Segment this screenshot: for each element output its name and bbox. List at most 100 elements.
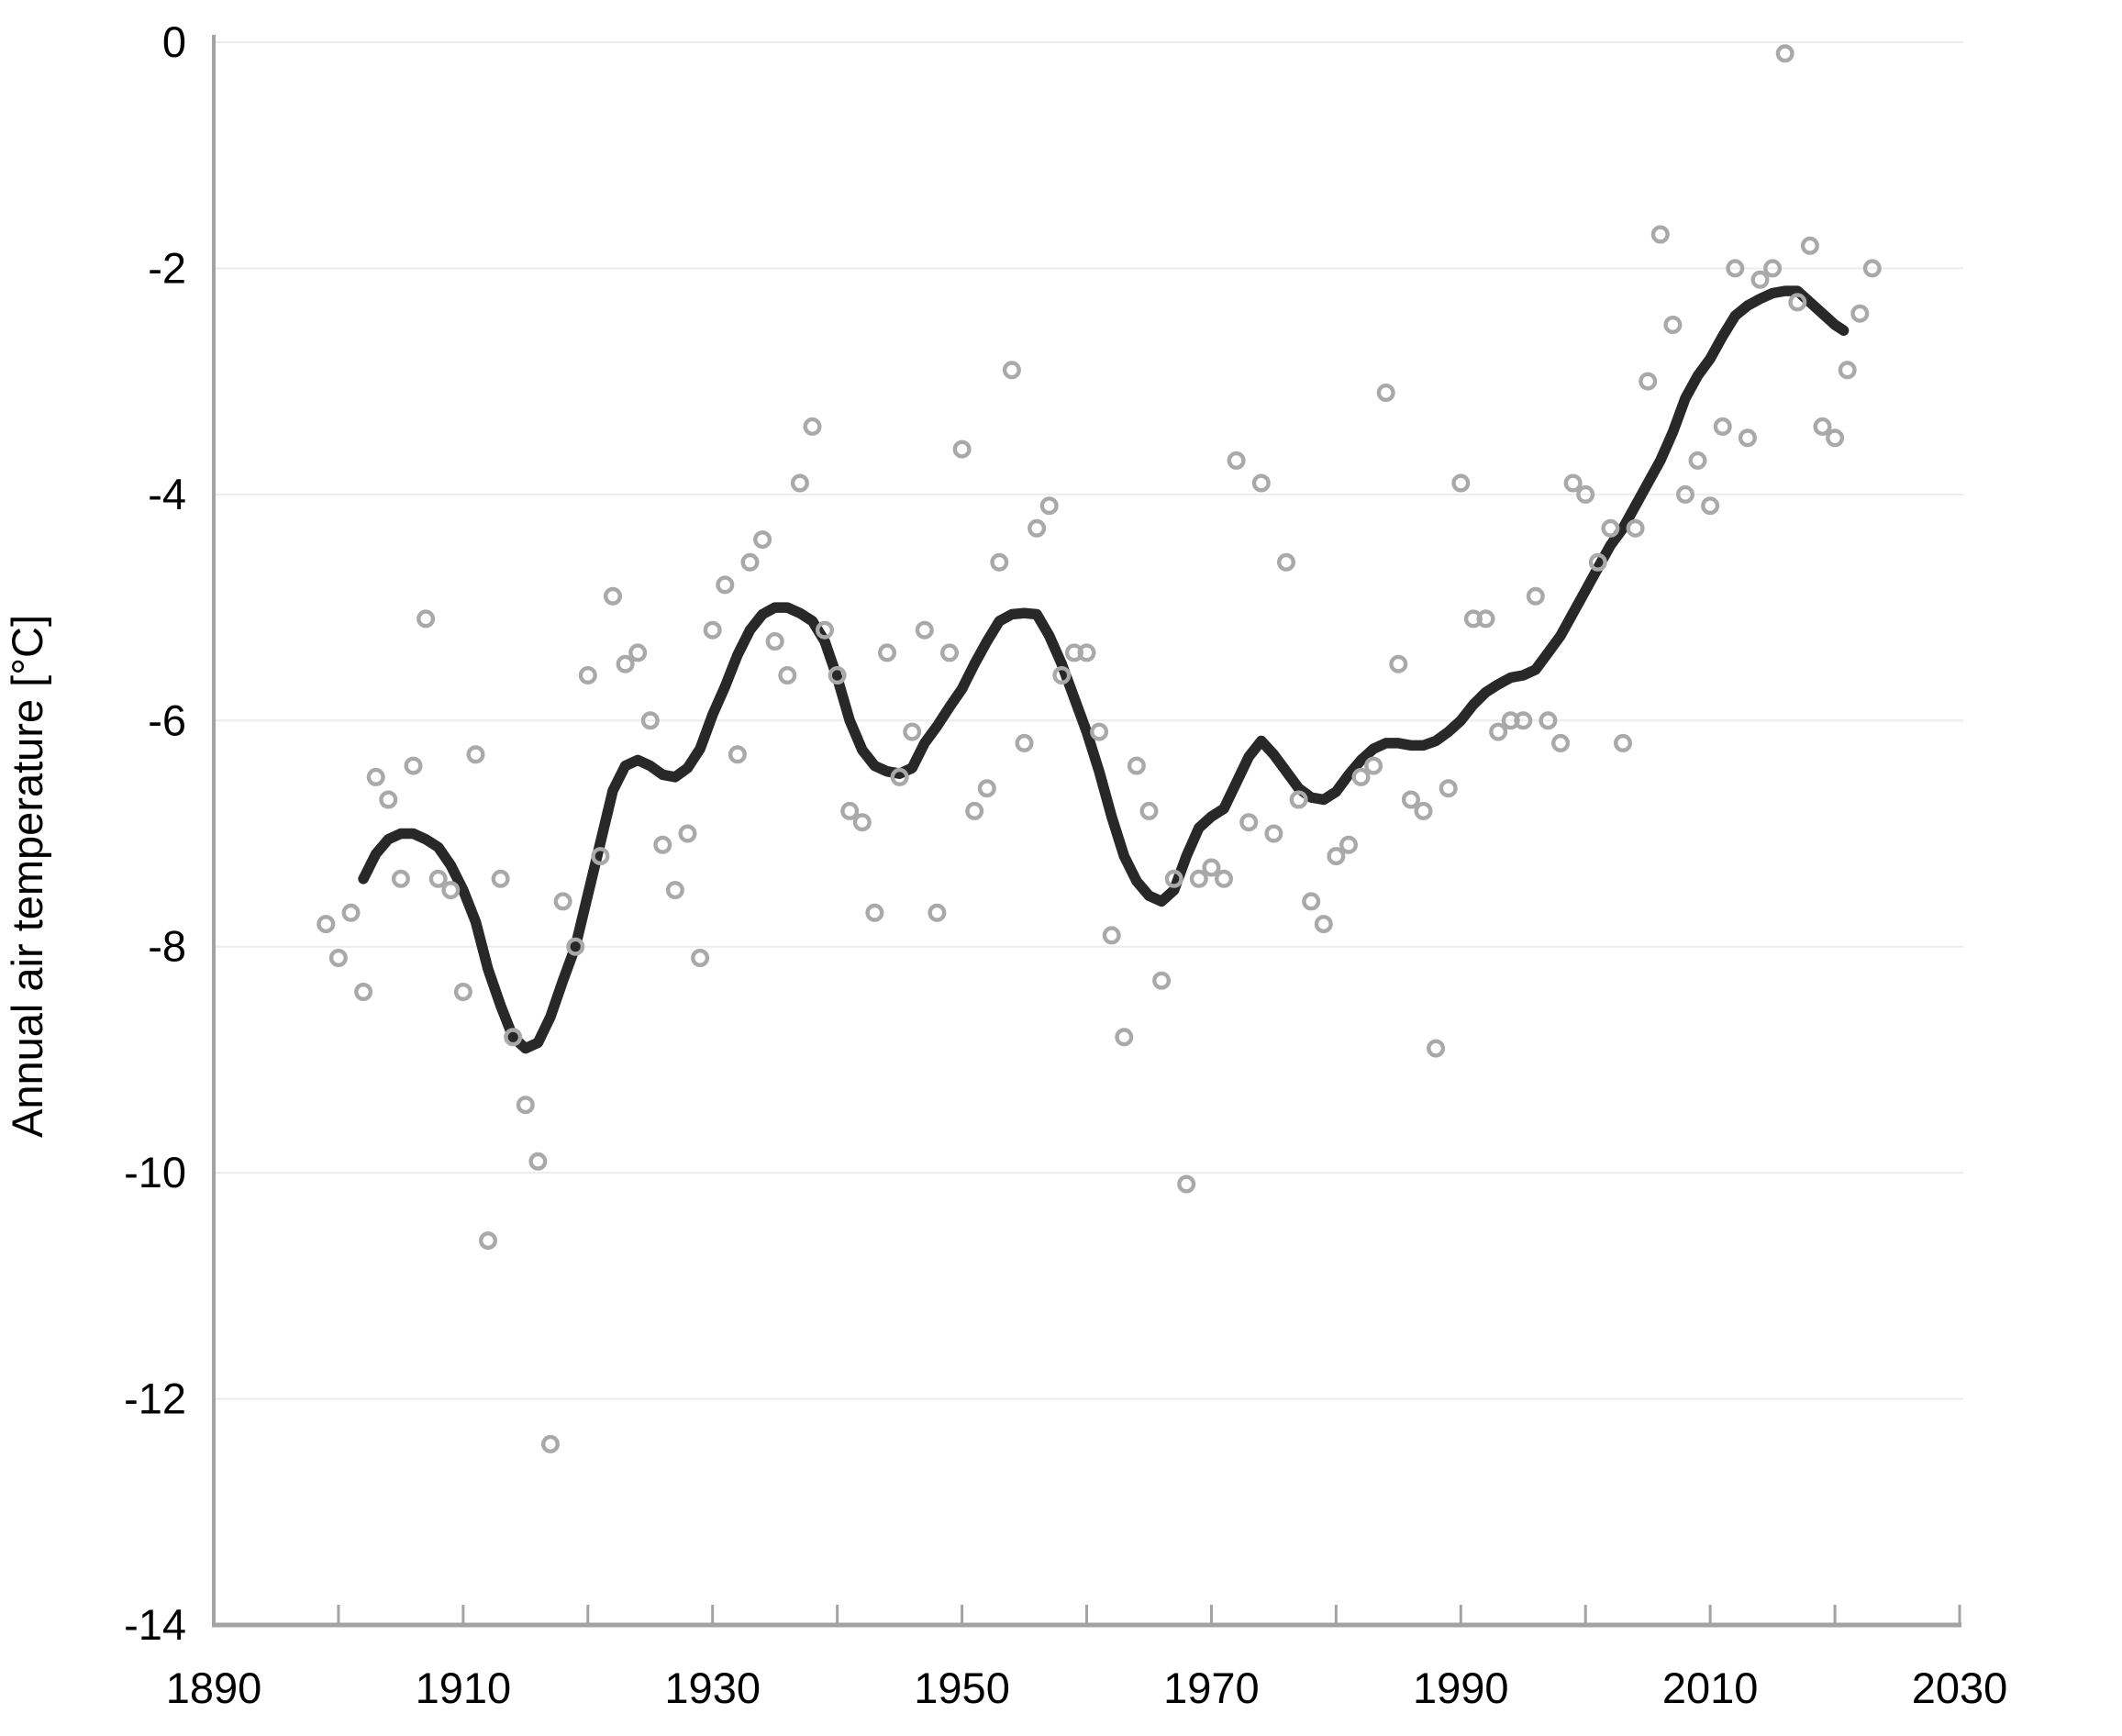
- scatter-point: [379, 790, 398, 809]
- scatter-point: [1139, 801, 1159, 820]
- scatter-point: [1489, 722, 1508, 741]
- scatter-point: [816, 620, 835, 640]
- scatter-point: [1514, 711, 1533, 730]
- scatter-point: [1289, 790, 1308, 809]
- scatter-point: [1613, 733, 1632, 752]
- scatter-point: [1813, 417, 1832, 436]
- scatter-point: [852, 813, 872, 832]
- x-tick-label: 1910: [416, 1664, 512, 1712]
- scatter-point: [890, 767, 909, 786]
- scatter-point: [1713, 417, 1732, 436]
- scatter-point: [691, 948, 710, 967]
- scatter-point: [341, 903, 361, 922]
- scatter-point: [1701, 496, 1720, 516]
- y-tick-label: 0: [162, 17, 186, 66]
- scatter-point: [317, 915, 336, 934]
- scatter-point: [1663, 316, 1683, 335]
- trend-line: [358, 285, 1850, 1054]
- scatter-point: [1351, 767, 1371, 786]
- scatter-point: [1550, 733, 1570, 752]
- scatter-point: [504, 1028, 523, 1047]
- scatter-point: [1239, 813, 1259, 832]
- x-tick-label: 1930: [664, 1664, 761, 1712]
- scatter-point: [665, 881, 684, 900]
- scatter-point: [878, 643, 897, 662]
- scatter-point: [466, 745, 485, 764]
- scatter-point: [1414, 801, 1433, 820]
- scatter-point: [790, 473, 809, 493]
- x-tick-label: 2010: [1662, 1664, 1759, 1712]
- scatter-point: [591, 847, 610, 866]
- x-tick-label: 1990: [1413, 1664, 1509, 1712]
- scatter-point: [391, 869, 410, 888]
- scatter-point: [1052, 666, 1072, 685]
- scatter-point: [952, 440, 972, 459]
- scatter-point: [1639, 372, 1658, 391]
- scatter-point: [1264, 824, 1283, 843]
- scatter-point: [1726, 259, 1745, 278]
- y-tick-label: -12: [124, 1374, 186, 1423]
- scatter-point: [1601, 518, 1620, 538]
- scatter-point: [1015, 733, 1034, 752]
- scatter-point: [740, 552, 760, 572]
- scatter-point: [753, 530, 772, 550]
- scatter-point: [1838, 361, 1857, 380]
- scatter-point: [1800, 236, 1819, 255]
- scatter-point: [1427, 1039, 1446, 1058]
- scatter-point: [1177, 1174, 1196, 1194]
- scatter-point: [640, 711, 660, 730]
- scatter-point: [1102, 926, 1121, 945]
- scatter-point: [1164, 869, 1183, 888]
- scatter-point: [578, 666, 597, 685]
- scatter-point: [366, 767, 385, 786]
- scatter-point: [1650, 225, 1670, 244]
- scatter-point: [516, 1096, 535, 1115]
- scatter-point: [616, 654, 635, 673]
- scatter-point: [1626, 518, 1645, 538]
- gridlines: [214, 41, 1963, 1400]
- scatter-point: [1202, 858, 1221, 877]
- scatter-point: [441, 881, 461, 900]
- scatter-point: [803, 417, 822, 436]
- scatter-point: [1302, 892, 1321, 911]
- scatter-point: [1563, 473, 1583, 493]
- scatter-point: [728, 745, 747, 764]
- scatter-point: [1090, 722, 1109, 741]
- x-tick-label: 1950: [914, 1664, 1010, 1712]
- scatter-point: [1539, 711, 1558, 730]
- scatter-point: [1152, 971, 1172, 990]
- x-tick-label: 1970: [1163, 1664, 1260, 1712]
- scatter-point: [1077, 643, 1096, 662]
- scatter-point: [1314, 915, 1333, 934]
- scatter-point: [604, 586, 623, 606]
- scatter-point: [840, 801, 860, 820]
- scatter-points-group: [317, 44, 1882, 1453]
- scatter-point: [328, 948, 348, 967]
- scatter-point: [977, 779, 996, 798]
- scatter-point: [1850, 304, 1870, 323]
- scatter-point: [528, 1152, 548, 1171]
- scatter-point: [1327, 847, 1346, 866]
- scatter-point: [354, 982, 373, 1001]
- axis-labels: 0 -2 -4 -6 -8 -10 -12 -14 1890 1910 1930 1950 1970 19…: [124, 17, 2007, 1712]
- scatter-point: [1039, 496, 1059, 516]
- scatter-point: [1451, 473, 1471, 493]
- scatter-point: [1401, 790, 1420, 809]
- scatter-point: [1276, 552, 1295, 572]
- scatter-point: [479, 1231, 498, 1251]
- scatter-point: [1002, 361, 1021, 380]
- scatter-point: [828, 666, 847, 685]
- scatter-point: [1115, 1028, 1134, 1047]
- scatter-point: [428, 869, 448, 888]
- scatter-point: [1688, 451, 1707, 470]
- scatter-point: [678, 824, 697, 843]
- y-tick-label: -2: [148, 243, 186, 292]
- scatter-point: [1675, 484, 1694, 504]
- scatter-point: [1826, 428, 1845, 448]
- scatter-point: [404, 756, 423, 775]
- scatter-point: [939, 643, 959, 662]
- y-tick-label: -14: [124, 1600, 186, 1649]
- scatter-point: [1862, 259, 1882, 278]
